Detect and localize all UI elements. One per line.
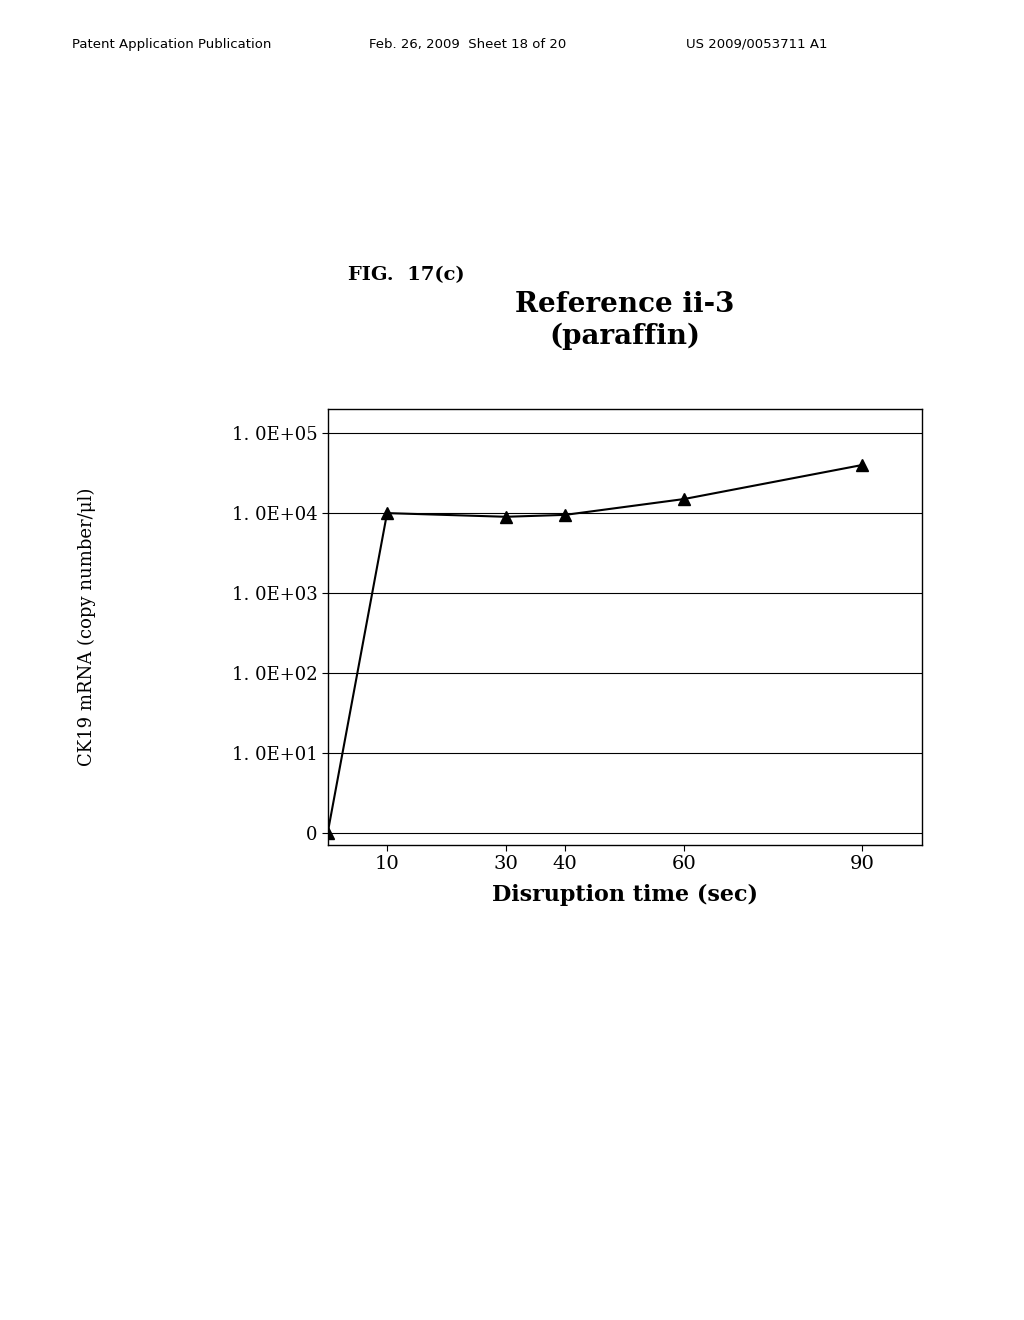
Text: Reference ii-3
(paraffin): Reference ii-3 (paraffin) bbox=[515, 292, 734, 350]
Text: CK19 mRNA (copy number/μl): CK19 mRNA (copy number/μl) bbox=[78, 488, 96, 766]
Text: Patent Application Publication: Patent Application Publication bbox=[72, 37, 271, 50]
Text: Feb. 26, 2009  Sheet 18 of 20: Feb. 26, 2009 Sheet 18 of 20 bbox=[369, 37, 566, 50]
Text: FIG.  17(c): FIG. 17(c) bbox=[348, 265, 465, 284]
Text: US 2009/0053711 A1: US 2009/0053711 A1 bbox=[686, 37, 827, 50]
X-axis label: Disruption time (sec): Disruption time (sec) bbox=[492, 884, 758, 907]
